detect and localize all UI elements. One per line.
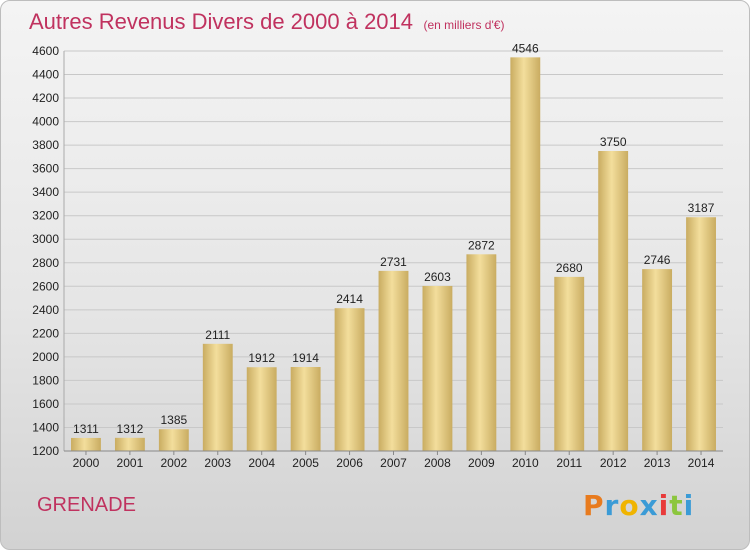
data-label: 2414 bbox=[336, 292, 363, 306]
proxiti-logo: Proxiti bbox=[583, 489, 694, 522]
x-tick-label: 2005 bbox=[292, 456, 319, 470]
bar-2009 bbox=[466, 254, 497, 451]
y-tick-label: 4600 bbox=[32, 44, 59, 58]
chart-title: Autres Revenus Divers de 2000 à 2014 bbox=[29, 9, 414, 34]
bar-2013 bbox=[642, 269, 673, 451]
x-tick-label: 2014 bbox=[688, 456, 715, 470]
bar-2006 bbox=[334, 308, 365, 451]
y-tick-label: 2000 bbox=[32, 350, 59, 364]
y-tick-label: 3600 bbox=[32, 162, 59, 176]
bar-2000 bbox=[71, 437, 101, 451]
logo-letter: P bbox=[583, 489, 605, 522]
y-tick-label: 3400 bbox=[32, 185, 59, 199]
logo-letter: i bbox=[658, 489, 670, 522]
data-label: 1311 bbox=[73, 422, 99, 436]
y-tick-label: 1800 bbox=[32, 373, 59, 387]
bar-2001 bbox=[114, 437, 145, 451]
y-tick-label: 2400 bbox=[32, 303, 59, 317]
logo-letter: i bbox=[683, 489, 695, 522]
x-tick-label: 2010 bbox=[512, 456, 539, 470]
data-label: 3750 bbox=[600, 135, 627, 149]
x-tick-label: 2012 bbox=[600, 456, 627, 470]
x-axis-ticks: 2000 2001 2002 2003 2004 2005 2006 2007 2008 2009… bbox=[64, 450, 723, 470]
data-label: 1914 bbox=[292, 351, 319, 365]
data-label: 2603 bbox=[424, 270, 451, 284]
data-label: 2746 bbox=[644, 253, 671, 267]
data-label: 1912 bbox=[248, 351, 275, 365]
data-label: 1385 bbox=[160, 413, 187, 427]
y-tick-label: 2600 bbox=[32, 279, 59, 293]
y-tick-label: 2800 bbox=[32, 256, 59, 270]
bar-2003 bbox=[202, 343, 233, 451]
x-tick-label: 2007 bbox=[380, 456, 407, 470]
logo-letter: r bbox=[604, 489, 620, 522]
bar-2007 bbox=[378, 270, 409, 451]
y-tick-label: 3000 bbox=[32, 232, 59, 246]
bar-2008 bbox=[422, 285, 453, 451]
x-tick-label: 2001 bbox=[117, 456, 144, 470]
x-tick-label: 2011 bbox=[556, 456, 582, 470]
y-tick-label: 3200 bbox=[32, 209, 59, 223]
place-name: GRENADE bbox=[37, 494, 136, 516]
x-tick-label: 2003 bbox=[204, 456, 231, 470]
y-tick-label: 2200 bbox=[32, 326, 59, 340]
y-tick-label: 1200 bbox=[32, 444, 59, 458]
bar-2005 bbox=[290, 367, 321, 451]
y-tick-label: 3800 bbox=[32, 138, 59, 152]
y-tick-label: 4200 bbox=[32, 91, 59, 105]
logo-letter: t bbox=[669, 489, 684, 522]
chart-subtitle: (en milliers d'€) bbox=[423, 18, 505, 32]
y-tick-label: 1600 bbox=[32, 397, 59, 411]
x-tick-label: 2013 bbox=[644, 456, 671, 470]
bar-2002 bbox=[158, 429, 189, 451]
logo-letter: o bbox=[619, 489, 640, 522]
y-tick-label: 4400 bbox=[32, 68, 59, 82]
x-tick-label: 2002 bbox=[160, 456, 187, 470]
bar-2012 bbox=[598, 151, 629, 451]
y-axis-ticks: 1200 1400 1600 1800 2000 2200 2400 2600 2800 3000… bbox=[32, 44, 59, 458]
x-tick-label: 2006 bbox=[336, 456, 363, 470]
y-tick-label: 4000 bbox=[32, 115, 59, 129]
bars bbox=[71, 57, 716, 452]
data-label: 2111 bbox=[205, 328, 230, 342]
title-block: Autres Revenus Divers de 2000 à 2014 (en… bbox=[29, 9, 504, 35]
data-label: 4546 bbox=[512, 41, 539, 55]
x-tick-label: 2008 bbox=[424, 456, 451, 470]
data-label: 2731 bbox=[380, 255, 407, 269]
x-tick-label: 2009 bbox=[468, 456, 495, 470]
data-label: 1312 bbox=[117, 422, 144, 436]
bar-2004 bbox=[246, 367, 277, 451]
x-tick-label: 2000 bbox=[73, 456, 100, 470]
bar-2014 bbox=[686, 217, 716, 451]
data-label: 3187 bbox=[688, 201, 715, 215]
logo-letter: x bbox=[639, 489, 659, 522]
x-tick-label: 2004 bbox=[248, 456, 275, 470]
y-tick-label: 1400 bbox=[32, 420, 59, 434]
data-label: 2680 bbox=[556, 261, 583, 275]
data-label: 2872 bbox=[468, 238, 495, 252]
bar-2010 bbox=[510, 57, 541, 452]
bar-2011 bbox=[554, 276, 585, 451]
data-labels: 1311 1312 1385 2111 1912 1914 2414 2731 2603 2872… bbox=[73, 41, 715, 436]
